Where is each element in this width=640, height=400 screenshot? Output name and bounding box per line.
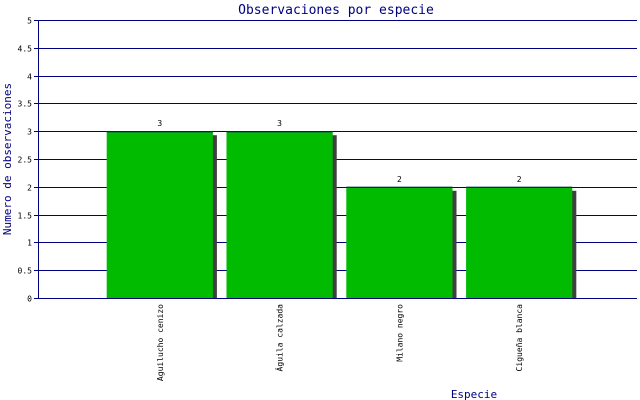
x-tick-label-2: Milano negro: [395, 304, 404, 362]
x-tick-label-0: Aguilucho cenizo: [156, 304, 165, 381]
x-tick-label-1: Águila calzada: [274, 304, 285, 372]
x-axis-label: Especie: [451, 388, 497, 400]
value-label-3: 2: [517, 175, 522, 184]
y-tick-label-2: 1: [27, 239, 32, 248]
y-tick-label-4: 2: [27, 184, 32, 193]
value-label-1: 3: [277, 119, 282, 128]
y-tick-label-10: 5: [27, 17, 32, 26]
y-axis-label: Numero de observaciones: [1, 83, 14, 235]
value-label-2: 2: [397, 175, 402, 184]
y-tick-label-8: 4: [27, 73, 32, 82]
bar-0: [106, 131, 213, 298]
bar-1: [226, 131, 333, 298]
x-tick-labels: Aguilucho cenizo Águila calzada Milano neg…: [156, 304, 524, 381]
bar-2: [346, 186, 453, 298]
y-tick-labels: 0 0.5 1 1.5 2 2.5 3 3.5 4 4.5 5: [18, 17, 33, 304]
y-tick-label-3: 1.5: [18, 212, 33, 221]
y-tick-label-7: 3.5: [18, 100, 33, 109]
y-tick-label-0: 0: [27, 295, 32, 304]
chart-title: Observaciones por especie: [238, 3, 434, 18]
x-tick-label-3: Cigueña blanca: [515, 304, 524, 372]
y-tick-label-5: 2.5: [18, 156, 33, 165]
axes: [34, 20, 637, 299]
bars: [106, 131, 577, 298]
y-tick-label-1: 0.5: [18, 267, 33, 276]
value-label-0: 3: [157, 119, 162, 128]
bar-3: [466, 186, 573, 298]
y-tick-label-6: 3: [27, 128, 32, 137]
value-labels: 3 3 2 2: [157, 119, 521, 184]
y-tick-label-9: 4.5: [18, 45, 33, 54]
